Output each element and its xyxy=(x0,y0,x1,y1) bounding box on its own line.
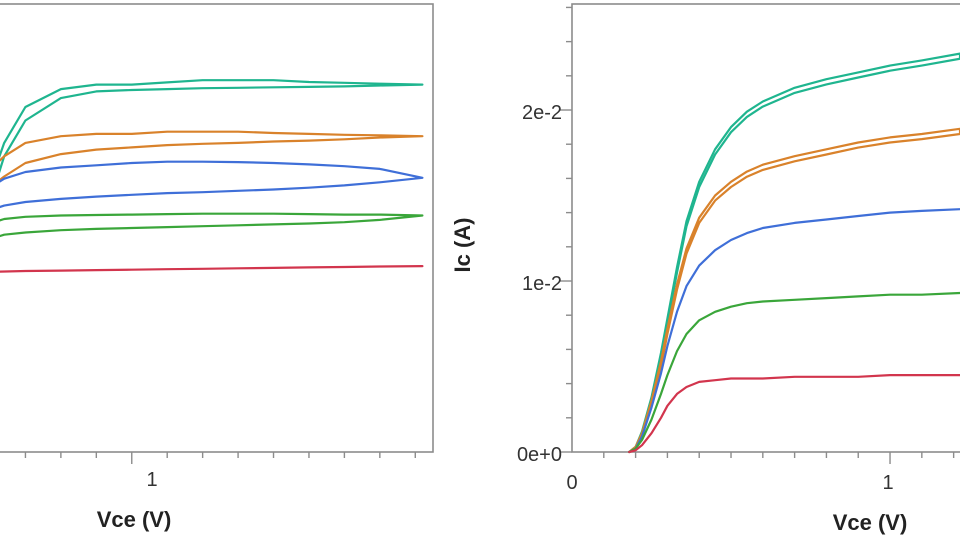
left-series-line-2 xyxy=(0,130,424,182)
right-axis-ticks xyxy=(560,6,955,464)
right-y-tick-label-1e-2: 1e-2 xyxy=(522,273,562,295)
right-y-tick-label-0: 0e+0 xyxy=(517,444,562,466)
left-curves xyxy=(0,79,424,273)
left-chart: 1 Vce (V) xyxy=(0,3,434,532)
left-x-ticks xyxy=(24,452,416,464)
left-series-line-5 xyxy=(0,265,424,273)
right-series-line-4 xyxy=(628,291,960,454)
right-curves xyxy=(628,52,960,454)
left-x-axis-title: Vce (V) xyxy=(97,507,172,532)
right-x-axis-title: Vce (V) xyxy=(833,510,908,535)
left-series-line-1 xyxy=(0,79,424,174)
right-y-tick-label-2e-2: 2e-2 xyxy=(522,102,562,124)
left-plot-frame xyxy=(0,3,434,453)
right-plot-frame xyxy=(571,3,960,453)
right-y-axis-title: Ic (A) xyxy=(450,218,475,273)
right-chart: 0e+0 1e-2 2e-2 0 1 Vce (V) Ic (A) xyxy=(450,3,960,535)
right-series-line-1 xyxy=(628,52,960,454)
right-series-line-3 xyxy=(628,208,960,454)
right-x-tick-label-0: 0 xyxy=(566,472,577,494)
left-series-line-3 xyxy=(0,160,424,209)
right-series-line-2 xyxy=(628,127,960,454)
right-x-tick-label-1: 1 xyxy=(882,472,893,494)
left-series-line-4 xyxy=(0,212,424,238)
left-x-tick-label-1: 1 xyxy=(146,469,157,491)
right-series-line-5 xyxy=(628,374,960,454)
